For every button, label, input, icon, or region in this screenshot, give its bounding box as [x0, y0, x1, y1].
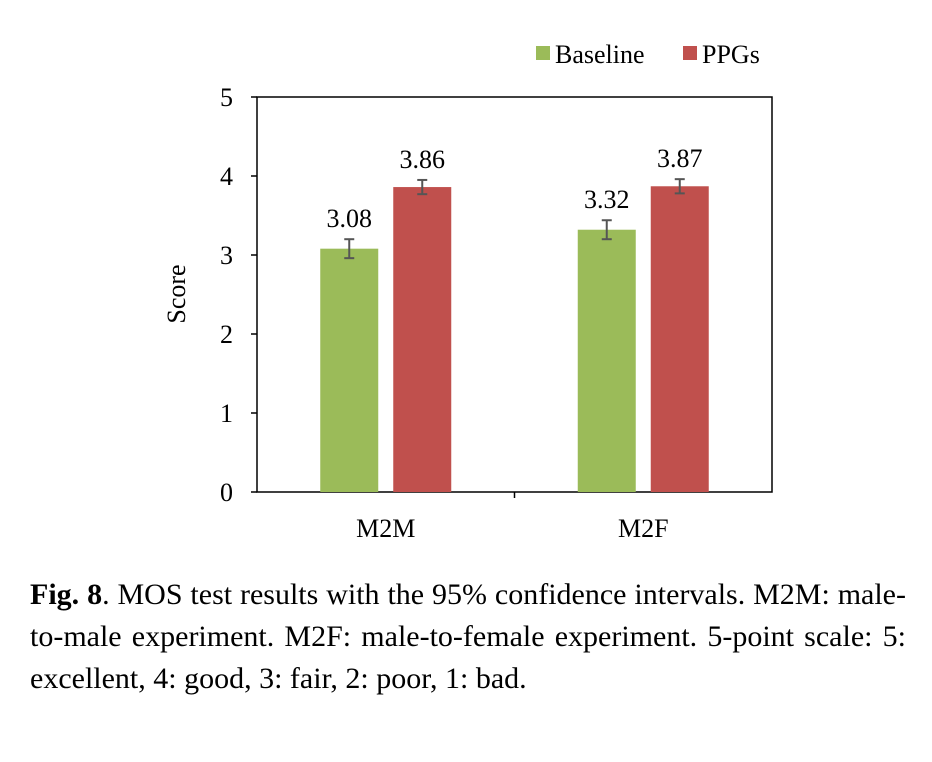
- data-label: 3.08: [327, 204, 373, 233]
- y-tick-label: 2: [220, 320, 233, 349]
- legend-label-ppgs: PPGs: [702, 40, 760, 69]
- bar-baseline-m2m: [320, 248, 379, 492]
- caption-text: . MOS test results with the 95% confiden…: [30, 578, 906, 695]
- legend-swatch-baseline: [536, 46, 550, 60]
- legend-swatch-ppgs: [683, 46, 697, 60]
- figure-caption: Fig. 8. MOS test results with the 95% co…: [30, 574, 906, 700]
- legend-label-baseline: Baseline: [555, 40, 645, 69]
- y-tick-label: 3: [220, 241, 233, 270]
- x-tick-label: M2M: [356, 514, 415, 543]
- plot-area: 0 1 2 3 4 5 3.08 3.86 M2M 3.32 3.87 M2F: [220, 83, 773, 543]
- bar-chart: Baseline PPGs Score 0 1 2 3 4 5 3.08 3.86 M2M 3.3…: [162, 40, 773, 543]
- data-label: 3.32: [584, 185, 630, 214]
- data-label: 3.86: [400, 145, 446, 174]
- legend: Baseline PPGs: [536, 40, 760, 69]
- y-axis-label: Score: [162, 264, 191, 323]
- data-label: 3.87: [657, 144, 703, 173]
- bar-ppgs-m2f: [650, 186, 709, 492]
- bar-ppgs-m2m: [393, 187, 452, 492]
- y-tick-label: 0: [220, 478, 233, 507]
- y-tick-label: 1: [220, 399, 233, 428]
- x-tick-label: M2F: [618, 514, 669, 543]
- caption-label: Fig. 8: [30, 578, 103, 611]
- y-tick-label: 4: [220, 162, 233, 191]
- y-tick-label: 5: [220, 83, 233, 112]
- bar-baseline-m2f: [577, 229, 636, 492]
